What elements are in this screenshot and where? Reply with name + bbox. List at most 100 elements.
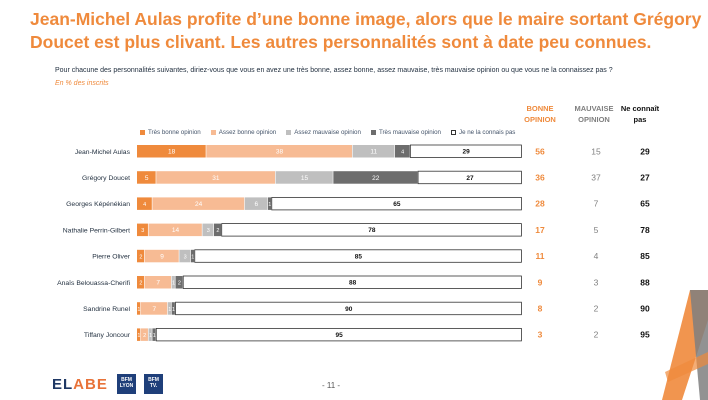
bar-segment-assez-mauvaise <box>244 197 268 210</box>
value-mauvaise-opinion: 2 <box>594 303 599 313</box>
column-header-bonne-opinion: BONNE OPINION <box>524 104 556 124</box>
data-label: 3 <box>184 254 187 260</box>
data-label: 78 <box>368 227 376 234</box>
bar-segment-tres-bonne <box>137 328 141 341</box>
data-label: 2 <box>139 281 142 287</box>
value-ne-connait-pas: 27 <box>640 172 650 182</box>
bar-segment-tres-bonne <box>137 197 152 210</box>
data-label: 1 <box>168 307 171 313</box>
bfm-lyon-logo: BFM LYON <box>117 374 136 394</box>
legend-item-assez-bonne: Assez bonne opinion <box>210 129 276 136</box>
data-label: 24 <box>195 201 203 208</box>
value-ne-connait-pas: 65 <box>640 199 650 209</box>
data-label: 5 <box>145 175 149 182</box>
value-mauvaise-opinion: 2 <box>594 330 599 340</box>
data-label: 7 <box>153 306 157 313</box>
value-ne-connait-pas: 90 <box>640 303 650 313</box>
data-label: 2 <box>139 254 142 260</box>
bar-segment-assez-bonne <box>140 302 168 315</box>
data-label: 29 <box>463 149 471 156</box>
data-label: 88 <box>349 280 357 287</box>
value-bonne-opinion: 36 <box>535 172 545 182</box>
value-ne-connait-pas: 95 <box>640 330 650 340</box>
value-bonne-opinion: 9 <box>538 277 543 287</box>
data-label: 90 <box>345 306 353 313</box>
category-label: Georges Képénékian <box>66 201 130 208</box>
value-bonne-opinion: 17 <box>535 225 545 235</box>
bar-segment-tres-bonne <box>137 276 145 289</box>
category-label: Grégory Doucet <box>82 175 130 182</box>
data-label: 95 <box>336 332 344 339</box>
bar-segment-assez-bonne <box>144 276 172 289</box>
category-label: Jean-Michel Aulas <box>75 149 131 156</box>
data-label: 15 <box>301 175 309 182</box>
value-mauvaise-opinion: 15 <box>591 146 601 156</box>
data-label: 22 <box>372 175 380 182</box>
title-line-1: Jean-Michel Aulas profite d’une bonne im… <box>30 9 702 29</box>
legend-swatch <box>450 129 456 135</box>
bar-segment-assez-mauvaise <box>148 328 152 341</box>
bar-segment-tres-mauvaise <box>214 223 222 237</box>
bar-segment-assez-mauvaise <box>179 249 191 263</box>
bar-segment-assez-bonne <box>152 197 245 210</box>
bar-segment-tres-bonne <box>137 249 145 263</box>
value-mauvaise-opinion: 37 <box>591 172 601 182</box>
value-ne-connait-pas: 78 <box>640 225 650 235</box>
legend-item-assez-mauvaise: Assez mauvaise opinion <box>286 129 361 136</box>
category-label: Tiffany Joncour <box>84 332 131 339</box>
category-label: Anaïs Belouassa-Cherifi <box>57 280 130 287</box>
bar-segment-assez-mauvaise <box>275 171 333 184</box>
bar-segment-tres-mauvaise <box>190 249 195 263</box>
data-label: 2 <box>143 333 146 339</box>
value-bonne-opinion: 28 <box>535 199 545 209</box>
bfm-tv-logo: BFM TV. <box>144 374 163 394</box>
legend-swatch <box>140 129 145 135</box>
bar-segment-ne-connais-pas <box>417 170 522 185</box>
value-ne-connait-pas: 85 <box>640 251 650 261</box>
bar-segment-tres-bonne <box>137 171 156 184</box>
data-label: 1 <box>137 307 140 313</box>
bar-segment-tres-mauvaise <box>171 302 175 315</box>
data-label: 65 <box>393 201 401 208</box>
data-label: 1 <box>172 307 175 313</box>
page-title: Jean-Michel Aulas profite d’une bonne im… <box>30 8 702 54</box>
bar-segment-assez-bonne <box>148 223 202 237</box>
page-number: - 11 - <box>322 381 341 390</box>
value-mauvaise-opinion: 5 <box>594 225 599 235</box>
bar-segment-assez-mauvaise <box>352 145 395 158</box>
value-bonne-opinion: 11 <box>536 251 545 261</box>
bar-segment-tres-bonne <box>137 223 148 237</box>
category-label: Nathalie Perrin-Gilbert <box>63 227 130 234</box>
legend-swatch <box>370 129 376 135</box>
bar-segment-tres-bonne <box>137 302 141 315</box>
value-bonne-opinion: 8 <box>538 303 543 313</box>
data-label: 14 <box>172 227 180 234</box>
value-ne-connait-pas: 88 <box>640 277 650 287</box>
data-label: 1 <box>153 333 156 339</box>
data-label: 3 <box>141 228 144 234</box>
bar-segment-assez-bonne <box>140 328 148 341</box>
bar-segment-ne-connais-pas <box>409 144 522 158</box>
bar-segment-ne-connais-pas <box>194 249 522 263</box>
value-mauvaise-opinion: 3 <box>594 277 599 287</box>
data-label: 7 <box>156 280 160 287</box>
unit-note: En % des inscrits <box>55 80 109 87</box>
data-label: 9 <box>160 253 164 260</box>
bar-segment-ne-connais-pas <box>175 301 522 316</box>
legend-swatch <box>286 129 292 135</box>
bar-segment-tres-mauvaise <box>394 145 410 158</box>
value-mauvaise-opinion: 4 <box>594 251 599 261</box>
data-label: 85 <box>355 253 363 260</box>
bar-segment-ne-connais-pas <box>155 327 522 342</box>
value-bonne-opinion: 3 <box>538 330 543 340</box>
bar-segment-assez-mauvaise <box>171 276 175 289</box>
data-label: 1 <box>268 202 271 208</box>
legend-item-ne-connais-pas: Je ne la connais pas <box>450 129 515 136</box>
bar-segment-assez-mauvaise <box>202 223 214 237</box>
bar-segment-assez-bonne <box>206 145 352 158</box>
bar-segment-tres-mauvaise <box>267 197 272 210</box>
data-label: 27 <box>466 175 474 182</box>
corner-logo-mark <box>662 290 708 400</box>
data-label: 4 <box>401 150 404 156</box>
